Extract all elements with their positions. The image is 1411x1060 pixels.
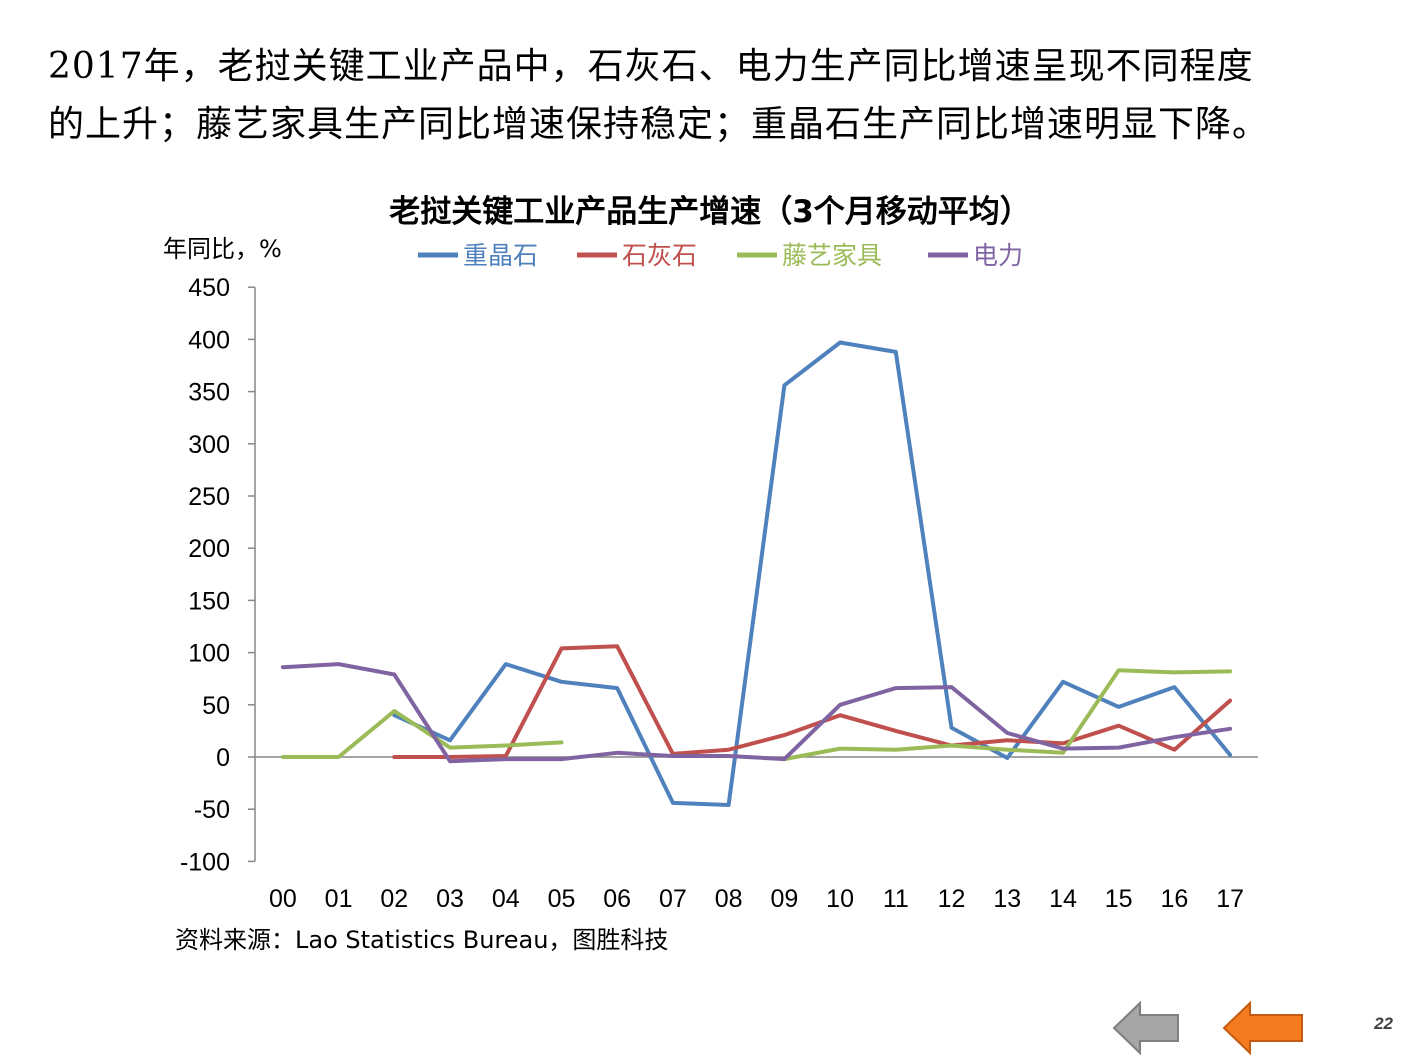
headline-line-2: 的上升；藤艺家具生产同比增速保持稳定；重晶石生产同比增速明显下降。 xyxy=(48,104,1270,145)
x-tick-label: 02 xyxy=(380,885,408,913)
y-tick-label: 400 xyxy=(188,326,230,354)
next-page-button[interactable] xyxy=(1222,1000,1312,1060)
legend-label: 重晶石 xyxy=(463,241,538,270)
x-tick-label: 10 xyxy=(826,885,854,913)
y-tick-label: 350 xyxy=(188,379,230,407)
series-lines xyxy=(280,340,1233,807)
y-tick-label: 50 xyxy=(202,692,230,720)
x-tick-label: 05 xyxy=(548,885,576,913)
chart-title: 老挝关键工业产品生产增速（3个月移动平均） xyxy=(389,194,1031,230)
previous-page-button[interactable] xyxy=(1112,1000,1184,1060)
x-tick-label: 00 xyxy=(269,885,297,913)
x-tick-label: 08 xyxy=(715,885,743,913)
y-tick-label: 250 xyxy=(188,483,230,511)
x-tick-label: 15 xyxy=(1105,885,1133,913)
y-tick-label: 0 xyxy=(216,744,230,772)
x-tick-label: 16 xyxy=(1161,885,1189,913)
series-line-0 xyxy=(392,340,1233,807)
source-note: 资料来源：Lao Statistics Bureau，图胜科技 xyxy=(175,926,669,954)
left-arrow-icon xyxy=(1222,1000,1303,1056)
x-tick-label: 04 xyxy=(492,885,520,913)
y-tick-label: -100 xyxy=(180,848,230,876)
x-tick-label: 17 xyxy=(1216,885,1244,913)
x-tick-label: 09 xyxy=(770,885,798,913)
y-tick-label: 450 xyxy=(188,274,230,302)
x-tick-label: 06 xyxy=(603,885,631,913)
y-axis-label: 年同比，% xyxy=(163,235,282,263)
y-tick-label: 300 xyxy=(188,431,230,459)
x-tick-label: 11 xyxy=(883,885,909,913)
y-tick-label: -50 xyxy=(194,796,230,824)
series-line-1 xyxy=(392,644,1233,759)
x-tick-label: 07 xyxy=(659,885,687,913)
page-number: 22 xyxy=(1374,1014,1393,1033)
y-axis: -100 -50 0 50 100 150 200 250 300 350 400 450 xyxy=(180,274,256,876)
series-line-2 xyxy=(280,668,1233,762)
y-tick-label: 200 xyxy=(188,535,230,563)
series-line-3 xyxy=(280,662,1233,764)
headline-line-1: 2017年，老挝关键工业产品中，石灰石、电力生产同比增速呈现不同程度 xyxy=(48,46,1254,87)
x-tick-label: 12 xyxy=(938,885,966,913)
y-tick-label: 150 xyxy=(188,587,230,615)
x-tick-label: 13 xyxy=(993,885,1021,913)
headline: 2017年，老挝关键工业产品中，石灰石、电力生产同比增速呈现不同程度 的上升；藤… xyxy=(48,38,1388,154)
legend: 重晶石 石灰石 藤艺家具 电力 xyxy=(418,241,1023,270)
x-tick-label: 14 xyxy=(1049,885,1077,913)
legend-label: 石灰石 xyxy=(622,241,697,270)
legend-label: 电力 xyxy=(973,241,1023,270)
y-tick-label: 100 xyxy=(188,640,230,668)
left-arrow-icon xyxy=(1112,1000,1179,1056)
x-tick-label: 01 xyxy=(325,885,353,913)
x-tick-label: 03 xyxy=(436,885,464,913)
legend-label: 藤艺家具 xyxy=(782,241,882,270)
x-axis: 00 01 02 03 04 05 06 07 08 09 10 11 12 13 14 15 16 17 xyxy=(255,756,1258,913)
